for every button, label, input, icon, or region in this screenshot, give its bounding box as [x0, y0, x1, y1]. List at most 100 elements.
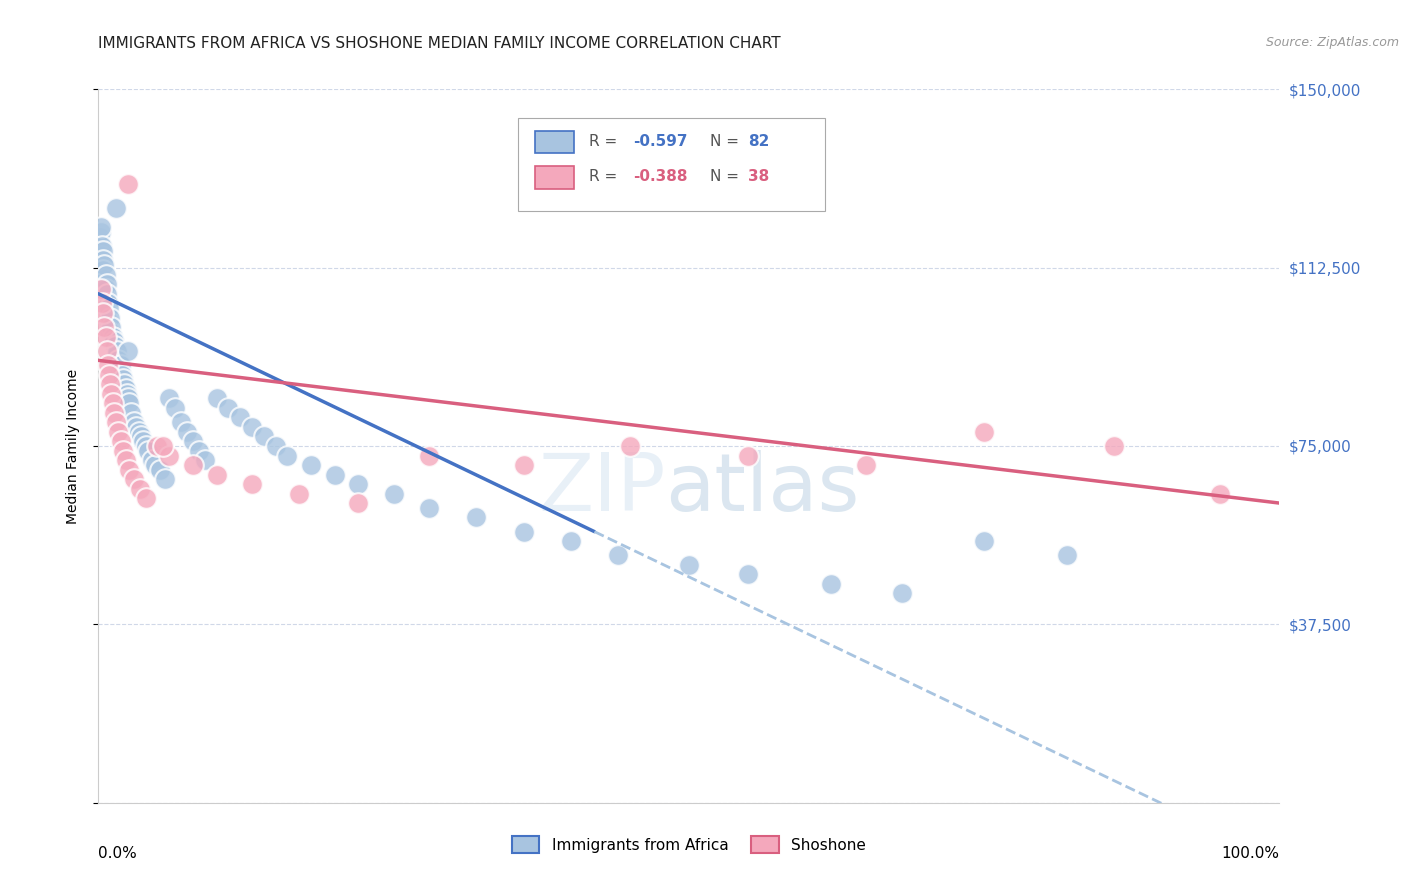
Point	[96, 286, 118, 301]
Point	[97, 296, 120, 310]
Point	[141, 453, 163, 467]
Point	[146, 439, 169, 453]
Point	[165, 401, 187, 415]
Point	[90, 282, 112, 296]
Point	[98, 301, 121, 315]
Point	[93, 320, 115, 334]
Point	[157, 392, 180, 406]
Point	[91, 244, 114, 258]
Point	[973, 534, 995, 549]
Text: -0.597: -0.597	[634, 134, 688, 149]
Point	[117, 178, 139, 192]
Text: ZIP: ZIP	[538, 450, 665, 528]
Point	[101, 329, 124, 343]
Text: atlas: atlas	[665, 450, 859, 528]
Point	[240, 420, 263, 434]
Point	[91, 306, 114, 320]
Point	[98, 310, 121, 325]
Point	[89, 229, 111, 244]
Point	[418, 500, 440, 515]
Y-axis label: Median Family Income: Median Family Income	[66, 368, 80, 524]
Point	[105, 201, 128, 215]
Point	[855, 458, 877, 472]
Point	[512, 458, 534, 472]
Point	[122, 472, 145, 486]
Point	[264, 439, 287, 453]
Point	[117, 343, 139, 358]
Point	[418, 449, 440, 463]
Point	[512, 524, 534, 539]
Point	[98, 315, 121, 329]
Point	[93, 258, 115, 272]
Point	[240, 477, 263, 491]
Point	[890, 586, 912, 600]
Point	[229, 410, 252, 425]
Text: Source: ZipAtlas.com: Source: ZipAtlas.com	[1265, 36, 1399, 49]
Point	[121, 406, 143, 420]
Point	[103, 334, 125, 349]
Point	[323, 467, 346, 482]
Text: 0.0%: 0.0%	[98, 846, 138, 861]
Point	[187, 443, 209, 458]
Point	[1209, 486, 1232, 500]
Point	[105, 343, 128, 358]
Point	[90, 220, 112, 235]
Point	[194, 453, 217, 467]
Point	[97, 306, 120, 320]
Point	[96, 277, 118, 292]
Point	[98, 377, 121, 392]
Point	[97, 358, 120, 372]
Point	[153, 472, 176, 486]
Point	[1102, 439, 1125, 453]
Point	[111, 368, 134, 382]
Legend: Immigrants from Africa, Shoshone: Immigrants from Africa, Shoshone	[506, 830, 872, 859]
Point	[737, 567, 759, 582]
Point	[176, 425, 198, 439]
Point	[382, 486, 405, 500]
Text: N =: N =	[710, 134, 744, 149]
Text: 38: 38	[748, 169, 769, 185]
Point	[91, 263, 114, 277]
Point	[253, 429, 276, 443]
Point	[128, 482, 150, 496]
Point	[170, 415, 193, 429]
Point	[91, 258, 114, 272]
Point	[114, 453, 136, 467]
Point	[205, 392, 228, 406]
Point	[607, 549, 630, 563]
Point	[128, 425, 150, 439]
Point	[91, 253, 114, 268]
Point	[143, 458, 166, 472]
Point	[149, 463, 172, 477]
Point	[110, 434, 132, 449]
Point	[560, 534, 582, 549]
Point	[117, 392, 139, 406]
Point	[96, 343, 118, 358]
Point	[125, 420, 148, 434]
Point	[94, 268, 117, 282]
Point	[98, 368, 121, 382]
Point	[91, 249, 114, 263]
Point	[118, 463, 141, 477]
Point	[973, 425, 995, 439]
Point	[91, 239, 114, 253]
Point	[94, 329, 117, 343]
Point	[110, 358, 132, 372]
Point	[101, 396, 124, 410]
Point	[820, 577, 842, 591]
Point	[288, 486, 311, 500]
Text: R =: R =	[589, 134, 621, 149]
Point	[118, 396, 141, 410]
Point	[129, 429, 152, 443]
Point	[107, 425, 129, 439]
Point	[181, 434, 204, 449]
Text: IMMIGRANTS FROM AFRICA VS SHOSHONE MEDIAN FAMILY INCOME CORRELATION CHART: IMMIGRANTS FROM AFRICA VS SHOSHONE MEDIA…	[98, 36, 782, 51]
Point	[100, 386, 122, 401]
Point	[136, 443, 159, 458]
Point	[114, 382, 136, 396]
Point	[90, 244, 112, 258]
Point	[98, 325, 121, 339]
Point	[217, 401, 239, 415]
Point	[104, 339, 127, 353]
Point	[93, 272, 115, 286]
